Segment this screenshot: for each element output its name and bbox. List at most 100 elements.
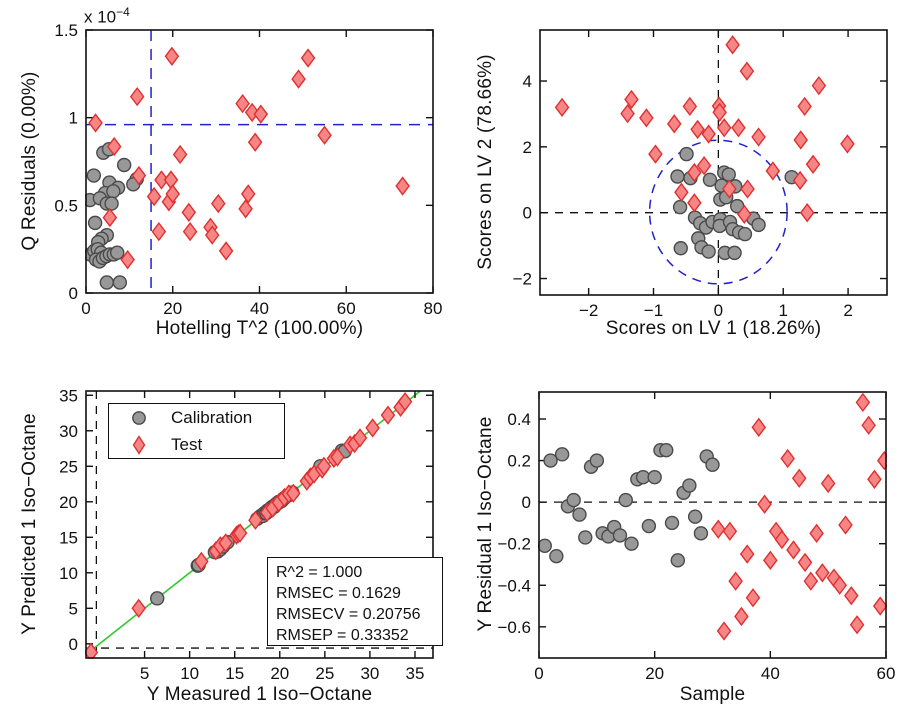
y-tick-label: 0.2 [507,452,531,471]
y-tick-label: 25 [59,457,78,476]
test-point [235,93,250,114]
test-point [666,114,682,134]
test-point [793,130,809,150]
x-tick-label: −1 [644,301,663,320]
test-point [861,415,876,435]
test-point [204,225,220,245]
y-tick-label: −0.6 [497,618,531,637]
test-point [872,596,887,616]
stat-r2: R^2 = 1.000 [276,564,363,581]
test-point [876,450,887,471]
y-tick-label: 4 [523,72,532,91]
axes-box [85,390,434,659]
calibration-point [106,184,121,199]
legend-label-calibration: Calibration [171,407,253,427]
calibration-point [572,507,587,522]
model-stats-box: R^2 = 1.000 RMSEC = 0.1629 RMSECV = 0.20… [267,557,443,646]
ylabel-q-residuals: Q Residuals (0.00%) [19,71,40,251]
test-point [165,184,181,204]
test-point [855,392,871,413]
xlabel-y-measured: Y Measured 1 Iso−Octane [146,684,373,705]
test-point [151,221,167,242]
calibration-point [87,215,103,231]
y-tick-label: 0.4 [507,410,531,429]
test-point [316,456,332,476]
calibration-point [641,518,657,534]
y-tick-label: 20 [59,493,78,512]
x-tick-label: 0 [534,664,543,683]
xlabel-hotelling-t2: Hotelling T^2 (100.00%) [155,318,364,339]
test-point [317,125,332,145]
x-tick-label: 0 [81,299,90,318]
calibration-point [751,217,766,233]
ylabel-y-residual: Y Residual 1 Iso−Octane [475,416,496,632]
test-point [811,75,827,96]
stat-rmsecv: RMSECV = 0.20756 [276,606,421,623]
calibration-point [702,172,718,187]
y-tick-label: −0.2 [497,535,531,554]
calibration-marker-icon [132,410,146,425]
test-point [722,521,738,541]
test-point [797,96,812,117]
y-tick-label: 30 [59,422,78,441]
y-tick-label: 1 [69,109,78,128]
test-point [731,118,746,138]
calibration-point [543,453,558,468]
test-point [182,221,198,242]
subplot-q-residuals-vs-hotelling: 0 20 40 60 80 0 0.5 1 1.5 [54,21,442,318]
test-point [120,250,135,270]
test-point [164,46,180,66]
y-tick-label: 15 [59,528,78,547]
test-point [247,132,263,152]
y-tick-label: 35 [59,386,78,405]
x-tick-label: 80 [424,299,443,318]
calibration-point [612,528,628,543]
test-point [716,621,732,641]
test-point [867,469,882,489]
legend-item-calibration: Calibration [109,404,284,431]
test-point [131,165,147,186]
calibration-point [99,275,115,290]
test-point [687,162,702,183]
test-point [716,118,732,138]
y-tick-label: −0.4 [497,576,531,595]
test-point [218,241,234,261]
y-tick-label: 0 [523,204,532,223]
test-point [146,186,162,207]
ylabel-scores-lv2: Scores on LV 2 (78.66%) [475,54,496,270]
calibration-point [624,536,639,551]
calibration-point [701,244,716,259]
test-point [740,179,755,199]
x-tick-label: 30 [360,664,379,683]
test-point [803,571,819,591]
x-tick-label: 20 [163,299,182,318]
test-point [725,35,740,55]
y-tick-label: 0 [522,493,531,512]
test-point [380,405,396,425]
calibration-point [549,548,564,564]
test-point [624,89,639,110]
test-point [786,540,801,560]
confidence-ellipse [648,139,788,285]
test-point [728,571,743,591]
test-point [248,510,263,530]
test-point [352,428,368,448]
axes-box [538,391,887,659]
test-point [751,127,766,147]
test-point [739,61,755,81]
test-marker-icon [132,434,146,455]
y-tick-label: 5 [69,599,78,618]
test-point [102,207,118,228]
y-tick-label: 10 [59,564,78,583]
test-point [805,154,821,174]
test-point [757,494,772,514]
y-axis-exponent-label: x 10−4 [84,5,130,28]
axes-box [85,29,434,294]
calibration-point [659,442,674,458]
x-tick-label: 40 [761,664,780,683]
x-tick-label: 2 [843,301,852,320]
axes-box [539,29,888,296]
ylabel-y-predicted: Y Predicted 1 Iso−Octane [19,413,40,635]
test-point [687,193,702,213]
calibration-point [693,526,709,541]
